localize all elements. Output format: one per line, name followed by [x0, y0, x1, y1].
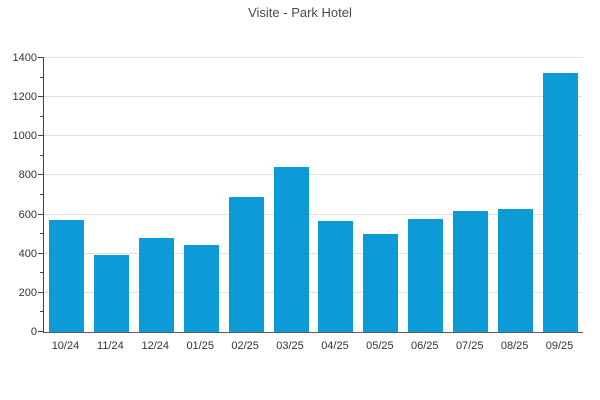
x-axis-label-04-25: 04/25	[321, 340, 349, 352]
y-axis-tick	[38, 331, 44, 332]
gridline-400	[44, 252, 583, 254]
chart-title: Visite - Park Hotel	[248, 5, 352, 20]
y-axis-tick	[40, 76, 44, 78]
y-axis-tick-label: 600	[18, 208, 37, 221]
gridline-200	[44, 291, 583, 293]
y-axis-tick-label: 200	[18, 286, 37, 299]
y-axis-tick	[40, 154, 44, 156]
plot-area	[38, 57, 583, 333]
x-axis-label-05-25: 05/25	[366, 340, 394, 352]
y-axis-tick	[40, 272, 44, 274]
bar-07-25[interactable]	[453, 210, 489, 332]
y-axis-tick	[40, 233, 44, 235]
y-axis-tick	[40, 115, 44, 117]
x-axis-label-03-25: 03/25	[276, 340, 304, 352]
y-axis-tick	[38, 135, 44, 137]
y-axis-tick-label: 400	[18, 247, 37, 260]
y-axis-tick	[38, 96, 44, 98]
y-axis-tick-label: 0	[30, 326, 37, 338]
bar-09-25[interactable]	[543, 72, 579, 332]
bar-06-25[interactable]	[408, 219, 444, 332]
x-axis-label-01-25: 01/25	[186, 340, 214, 352]
y-axis-tick-label: 800	[18, 169, 37, 182]
y-axis-tick	[38, 252, 44, 254]
y-axis-tick	[38, 174, 44, 176]
bar-12-24[interactable]	[138, 238, 174, 332]
y-axis-tick-label: 1000	[12, 130, 37, 143]
y-axis-tick	[38, 213, 44, 215]
bar-02-25[interactable]	[228, 196, 264, 332]
x-axis-label-08-25: 08/25	[500, 340, 529, 352]
y-axis-tick	[40, 311, 44, 313]
gridline-1400	[44, 57, 583, 58]
gridline-800	[44, 174, 583, 176]
gridline-1200	[44, 96, 583, 98]
y-axis-tick	[40, 194, 44, 195]
bar-05-25[interactable]	[363, 234, 399, 332]
x-axis-label-09-25: 09/25	[545, 340, 574, 352]
x-axis-label-12-24: 12/24	[141, 340, 170, 352]
bar-11-24[interactable]	[93, 254, 129, 332]
x-axis-label-11-24: 11/24	[97, 340, 124, 352]
x-axis-label-10-24: 10/24	[51, 340, 80, 352]
y-axis-tick	[38, 57, 44, 58]
gridline-1000	[44, 135, 583, 137]
y-axis-tick-label: 1200	[12, 91, 37, 104]
x-axis-label-02-25: 02/25	[231, 340, 259, 352]
bar-03-25[interactable]	[273, 166, 309, 332]
bar-01-25[interactable]	[183, 244, 219, 332]
bar-08-25[interactable]	[498, 208, 534, 332]
y-axis-tick-label: 1400	[12, 52, 37, 64]
bar-10-24[interactable]	[48, 220, 84, 332]
x-axis-label-07-25: 07/25	[455, 340, 484, 352]
y-axis-tick	[38, 291, 44, 293]
bar-04-25[interactable]	[318, 221, 354, 332]
gridline-600	[44, 213, 583, 215]
x-axis-label-06-25: 06/25	[411, 340, 439, 352]
